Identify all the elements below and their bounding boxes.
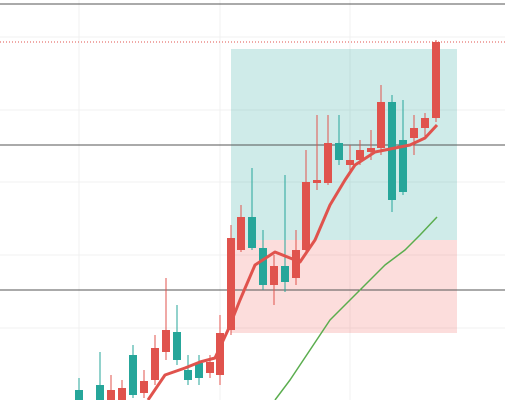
candle-body	[292, 250, 300, 278]
moving-average	[146, 123, 439, 400]
candle-body	[432, 42, 440, 118]
candle-body	[118, 388, 126, 400]
candle-body	[151, 348, 159, 380]
candle-body	[410, 128, 418, 138]
candle-body	[216, 333, 224, 375]
candle-body	[324, 143, 332, 183]
candle-body	[377, 102, 385, 148]
candle-body	[75, 390, 83, 400]
candle-body	[270, 266, 278, 285]
candle-body	[313, 180, 321, 183]
candle-body	[184, 370, 192, 380]
candle-body	[356, 150, 364, 160]
candle-body	[367, 148, 375, 152]
candle-body	[173, 332, 181, 360]
candle-body	[206, 362, 214, 373]
candle-body	[107, 390, 115, 400]
candle-body	[248, 217, 256, 248]
candle-body	[259, 248, 267, 285]
candle-body	[96, 385, 104, 400]
candle-body	[140, 381, 148, 393]
candle-body	[281, 266, 289, 282]
candle-body	[129, 355, 137, 395]
candle-body	[335, 143, 343, 160]
candle-body	[388, 102, 396, 200]
candle-body	[421, 118, 429, 128]
candle-body	[227, 238, 235, 330]
candle-body	[195, 363, 203, 378]
candle-body	[346, 160, 354, 165]
moving-average	[274, 216, 438, 400]
candle-body	[237, 217, 245, 250]
candle-body	[399, 140, 407, 192]
candle-body	[302, 182, 310, 250]
candle-body	[162, 330, 170, 352]
